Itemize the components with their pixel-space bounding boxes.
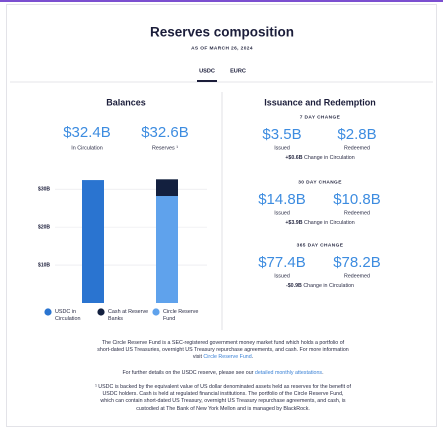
- change-line: +$0.6B Change in Circulation: [285, 155, 354, 161]
- change-label: Change in Circulation: [303, 283, 354, 289]
- tab-underline: [197, 80, 217, 82]
- issued-label: Issued: [274, 145, 290, 151]
- footer-link[interactable]: Circle Reserve Fund: [203, 354, 252, 361]
- issued-value: $3.5B: [262, 126, 301, 143]
- period-label: 30 DAY CHANGE: [298, 179, 342, 185]
- footer-text: ¹ USDC is backed by the equivalent value…: [95, 384, 351, 412]
- top-bar: [0, 0, 443, 2]
- footer-paragraph: For further details on the USDC reserve,…: [95, 370, 351, 377]
- footer-text: For further details on the USDC reserve,…: [122, 370, 255, 376]
- footer-paragraph: ¹ USDC is backed by the equivalent value…: [95, 384, 351, 413]
- stat-value: $32.6B: [141, 124, 189, 141]
- stat-label: In Circulation: [71, 145, 102, 151]
- issued-value: $14.8B: [258, 191, 306, 208]
- footer-text: .: [251, 354, 254, 361]
- legend-label: Circle Reserve Fund: [163, 309, 199, 322]
- redeemed-value: $2.8B: [337, 126, 376, 143]
- change-value: +$3.9B: [285, 220, 302, 226]
- issued-label: Issued: [274, 273, 290, 279]
- period-label: 365 DAY CHANGE: [297, 242, 344, 248]
- section-title: Issuance and Redemption: [264, 97, 376, 107]
- bar: [156, 196, 178, 303]
- section-title: Balances: [106, 97, 146, 107]
- redeemed-value: $78.2B: [333, 254, 381, 271]
- legend-marker: [152, 308, 160, 316]
- legend-label: Cash at Reserve Banks: [108, 309, 149, 322]
- card: [6, 4, 437, 427]
- change-line: +$3.9B Change in Circulation: [285, 220, 354, 226]
- legend-label: USDC in Circulation: [55, 309, 81, 322]
- as-of-date: AS OF MARCH 26, 2024: [191, 45, 253, 51]
- redeemed-label: Redeemed: [344, 210, 370, 216]
- y-tick-label: $10B: [38, 262, 50, 268]
- change-line: -$0.9B Change in Circulation: [286, 283, 354, 289]
- stat-value: $32.4B: [63, 124, 111, 141]
- change-value: -$0.9B: [286, 283, 302, 289]
- y-tick-label: $30B: [38, 187, 50, 193]
- footer-text: .: [322, 370, 324, 376]
- bar: [156, 179, 178, 197]
- footer-text: The Circle Reserve Fund is a SEC-registe…: [97, 340, 349, 361]
- change-label: Change in Circulation: [304, 220, 355, 226]
- change-value: +$0.6B: [285, 155, 302, 161]
- issued-value: $77.4B: [258, 254, 306, 271]
- redeemed-value: $10.8B: [333, 191, 381, 208]
- bar: [82, 180, 104, 303]
- tab[interactable]: EURC: [230, 68, 246, 74]
- footer-paragraph: The Circle Reserve Fund is a SEC-registe…: [95, 340, 351, 362]
- page-title: Reserves composition: [150, 25, 294, 40]
- legend-marker: [97, 308, 105, 316]
- footer-link[interactable]: detailed monthly attestations: [254, 370, 323, 376]
- legend-marker: [44, 308, 52, 316]
- redeemed-label: Redeemed: [344, 273, 370, 279]
- stat-label: Reserves ¹: [152, 145, 178, 151]
- period-label: 7 DAY CHANGE: [300, 114, 341, 120]
- change-label: Change in Circulation: [304, 155, 355, 161]
- redeemed-label: Redeemed: [344, 145, 370, 151]
- tab[interactable]: USDC: [199, 68, 215, 74]
- y-tick-label: $20B: [38, 224, 50, 230]
- issued-label: Issued: [274, 210, 290, 216]
